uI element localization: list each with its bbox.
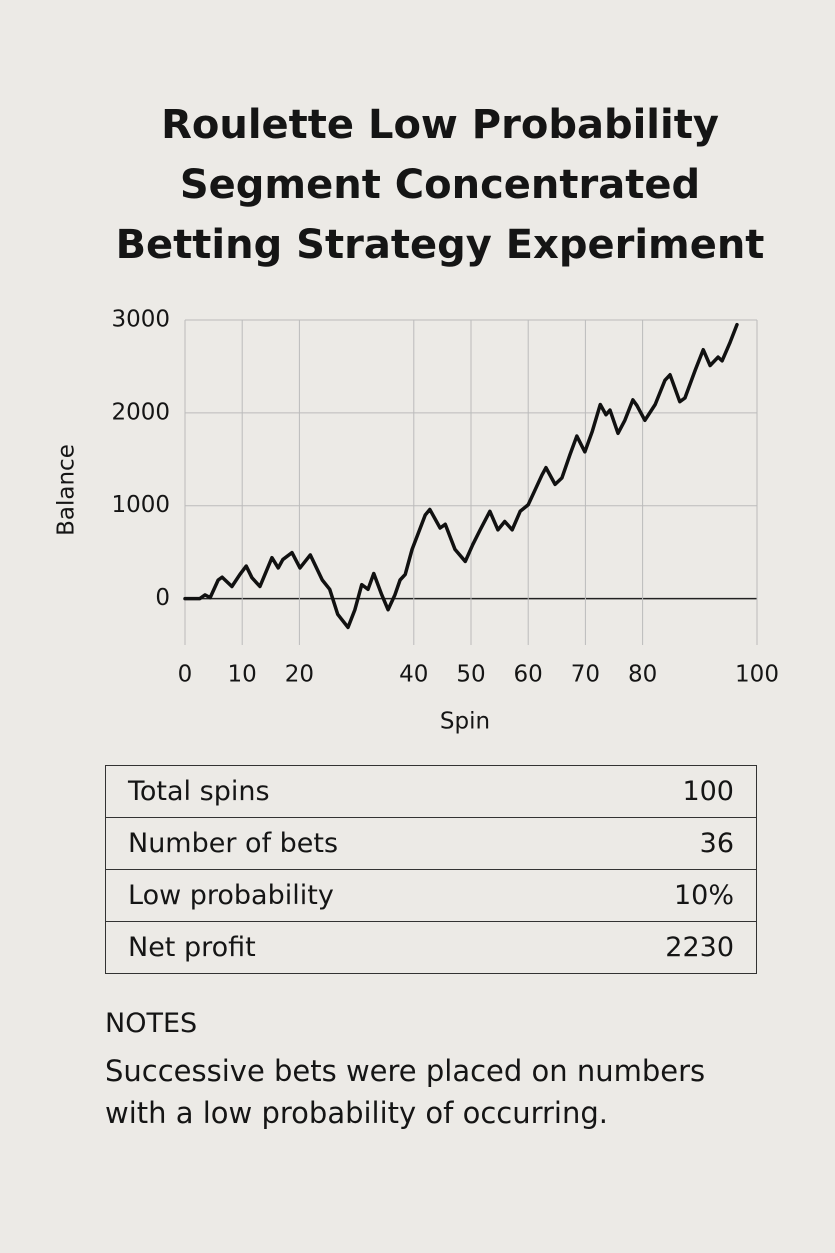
table-row: Number of bets 36 xyxy=(105,817,758,870)
table-row: Low probability 10% xyxy=(105,869,758,922)
row-label: Total spins xyxy=(105,765,557,818)
chart: Balance Spin 0 1000 2000 3000 0 10 20 40 50 60 70 8… xyxy=(54,307,779,735)
x-tick-label: 0 xyxy=(178,662,193,688)
x-tick-label: 100 xyxy=(735,662,779,688)
x-tick-label: 50 xyxy=(456,662,485,688)
row-value: 10% xyxy=(556,869,758,922)
x-tick-label: 10 xyxy=(228,662,257,688)
table-row: Total spins 100 xyxy=(105,765,758,818)
row-value: 100 xyxy=(556,765,758,818)
y-tick-label: 0 xyxy=(155,585,170,611)
notes-text: Successive bets were placed on numbers w… xyxy=(105,1054,706,1130)
row-value: 36 xyxy=(556,817,758,870)
balance-line xyxy=(183,322,739,630)
notes-heading: NOTES xyxy=(105,1008,198,1039)
row-label: Net profit xyxy=(105,921,557,974)
y-tick-label: 1000 xyxy=(111,492,170,518)
x-tick-label: 80 xyxy=(628,662,657,688)
row-label: Number of bets xyxy=(105,817,557,870)
row-label: Low probability xyxy=(105,869,557,922)
x-tick-label: 70 xyxy=(571,662,600,688)
y-tick-label: 3000 xyxy=(111,307,170,333)
x-tick-label: 60 xyxy=(514,662,543,688)
x-tick-label: 40 xyxy=(399,662,428,688)
y-axis-label: Balance xyxy=(54,444,80,536)
x-axis-label: Spin xyxy=(440,709,490,735)
table-row: Net profit 2230 xyxy=(105,921,758,974)
x-tick-label: 20 xyxy=(285,662,314,688)
summary-table: Total spins 100 Number of bets 36 Low probab… xyxy=(105,765,758,974)
title: Roulette Low Probability Segment Concent… xyxy=(115,102,765,268)
y-tick-label: 2000 xyxy=(111,399,170,425)
row-value: 2230 xyxy=(556,921,758,974)
